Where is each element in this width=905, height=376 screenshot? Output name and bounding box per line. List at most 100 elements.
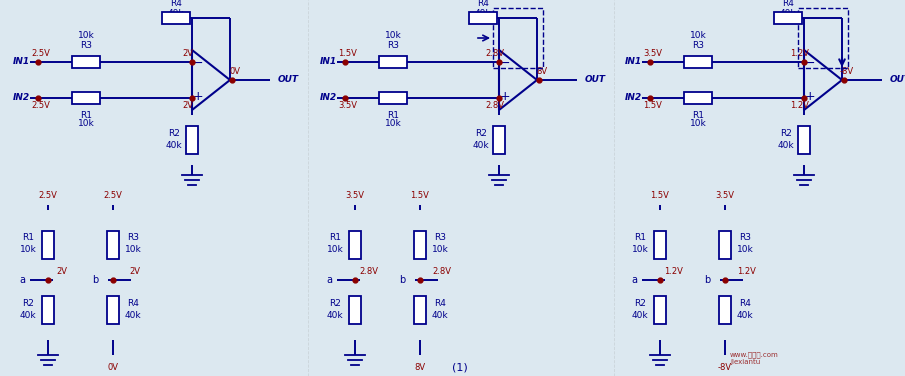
- Text: 1.2V: 1.2V: [738, 267, 757, 276]
- Bar: [684, 56, 712, 68]
- Text: R2: R2: [168, 129, 180, 138]
- Bar: [349, 231, 361, 259]
- Text: −: −: [193, 56, 204, 70]
- Bar: [379, 92, 407, 104]
- Text: 10k: 10k: [737, 246, 753, 255]
- Bar: [719, 231, 731, 259]
- Bar: [72, 56, 100, 68]
- Text: R1: R1: [329, 233, 341, 243]
- Text: −: −: [805, 56, 815, 70]
- Text: 2.5V: 2.5V: [39, 191, 57, 200]
- Text: R1: R1: [692, 111, 704, 120]
- Text: IN1: IN1: [320, 58, 338, 67]
- Text: 2V: 2V: [129, 267, 140, 276]
- Text: R3: R3: [692, 41, 704, 50]
- Text: 1.2V: 1.2V: [664, 267, 683, 276]
- Bar: [349, 296, 361, 324]
- Text: b: b: [399, 275, 405, 285]
- Text: 2.8V: 2.8V: [485, 50, 504, 59]
- Text: 0V: 0V: [230, 68, 241, 76]
- Text: a: a: [326, 275, 332, 285]
- Bar: [107, 296, 119, 324]
- Text: 2V: 2V: [183, 50, 194, 59]
- Text: 40k: 40k: [475, 9, 491, 18]
- Text: IN1: IN1: [625, 58, 643, 67]
- Text: R2: R2: [329, 299, 341, 308]
- Text: +: +: [500, 91, 510, 103]
- Text: 3.5V: 3.5V: [346, 191, 365, 200]
- Text: 2.5V: 2.5V: [103, 191, 122, 200]
- Text: 10k: 10k: [632, 246, 648, 255]
- Text: 8V: 8V: [414, 362, 425, 371]
- Text: 10k: 10k: [78, 32, 94, 41]
- Bar: [186, 126, 198, 154]
- Text: 10k: 10k: [78, 120, 94, 129]
- Text: 10k: 10k: [327, 246, 343, 255]
- Bar: [493, 126, 505, 154]
- Text: R1: R1: [80, 111, 92, 120]
- Bar: [72, 92, 100, 104]
- Text: 0V: 0V: [108, 362, 119, 371]
- Text: +: +: [193, 91, 204, 103]
- Text: a: a: [631, 275, 637, 285]
- Text: 40k: 40k: [125, 311, 141, 320]
- Text: 2V: 2V: [56, 267, 68, 276]
- Text: R4: R4: [170, 0, 182, 9]
- Text: OUT: OUT: [278, 76, 299, 85]
- Text: 2V: 2V: [183, 102, 194, 111]
- Text: R1: R1: [634, 233, 646, 243]
- Text: 8V: 8V: [537, 68, 548, 76]
- Text: R3: R3: [80, 41, 92, 50]
- Text: 3.5V: 3.5V: [716, 191, 735, 200]
- Text: R2: R2: [22, 299, 34, 308]
- Text: -8V: -8V: [840, 68, 854, 76]
- Text: b: b: [704, 275, 710, 285]
- Text: R3: R3: [434, 233, 446, 243]
- Bar: [162, 12, 190, 24]
- Text: R4: R4: [434, 299, 446, 308]
- Text: 3.5V: 3.5V: [643, 50, 662, 59]
- Text: R3: R3: [387, 41, 399, 50]
- Text: R2: R2: [780, 129, 792, 138]
- Text: (1): (1): [452, 363, 468, 373]
- Text: R4: R4: [782, 0, 794, 9]
- Bar: [493, 8, 543, 68]
- Text: 40k: 40k: [432, 311, 448, 320]
- Text: R2: R2: [475, 129, 487, 138]
- Text: IN2: IN2: [13, 94, 30, 103]
- Text: 10k: 10k: [20, 246, 36, 255]
- Bar: [42, 231, 54, 259]
- Text: -8V: -8V: [718, 362, 732, 371]
- Text: a: a: [19, 275, 25, 285]
- Text: 2.5V: 2.5V: [32, 102, 51, 111]
- Text: 1.2V: 1.2V: [791, 102, 809, 111]
- Text: R2: R2: [634, 299, 646, 308]
- Bar: [42, 296, 54, 324]
- Text: 1.5V: 1.5V: [411, 191, 430, 200]
- Text: R4: R4: [127, 299, 139, 308]
- Text: R3: R3: [127, 233, 139, 243]
- Bar: [107, 231, 119, 259]
- Text: 40k: 40k: [632, 311, 648, 320]
- Text: 3.5V: 3.5V: [338, 102, 357, 111]
- Text: 40k: 40k: [472, 141, 490, 150]
- Text: 40k: 40k: [777, 141, 795, 150]
- Text: IN1: IN1: [13, 58, 30, 67]
- Text: OUT: OUT: [890, 76, 905, 85]
- Bar: [774, 12, 802, 24]
- Text: 10k: 10k: [690, 32, 707, 41]
- Bar: [654, 296, 666, 324]
- Text: R1: R1: [387, 111, 399, 120]
- Bar: [469, 12, 497, 24]
- Text: IN2: IN2: [320, 94, 338, 103]
- Text: 10k: 10k: [385, 120, 402, 129]
- Bar: [798, 8, 848, 68]
- Bar: [684, 92, 712, 104]
- Text: 10k: 10k: [125, 246, 141, 255]
- Text: 10k: 10k: [385, 32, 402, 41]
- Bar: [719, 296, 731, 324]
- Text: OUT: OUT: [585, 76, 606, 85]
- Text: IN2: IN2: [625, 94, 643, 103]
- Bar: [414, 296, 426, 324]
- Text: 40k: 40k: [780, 9, 796, 18]
